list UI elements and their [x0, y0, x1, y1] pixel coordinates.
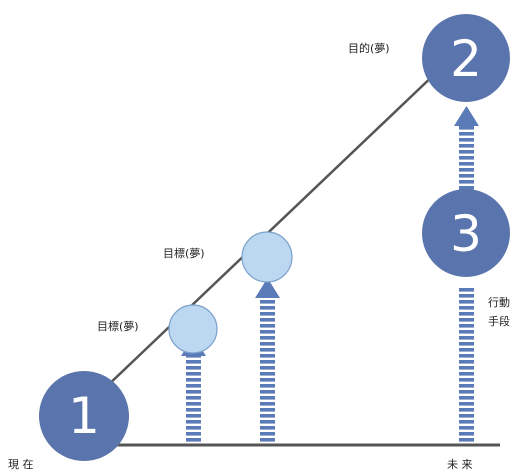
purpose-number: 2: [450, 30, 482, 88]
start-node: 1: [39, 371, 129, 461]
goal2-label: 目標(夢): [163, 246, 205, 260]
start-number: 1: [68, 387, 100, 445]
goal1-circle: [168, 304, 218, 354]
goal1-label: 目標(夢): [97, 319, 139, 333]
action-node: 3: [422, 189, 510, 277]
purpose-label: 目的(夢): [348, 41, 390, 55]
axis-end-label: 未 来: [447, 458, 473, 471]
action-number: 3: [450, 205, 482, 263]
side-label-line1: 行動: [488, 295, 510, 309]
arrow-action-upper: [454, 106, 479, 190]
purpose-node: 2: [422, 14, 510, 102]
arrow-goal2: [255, 278, 280, 444]
goal2-circle: [241, 231, 293, 283]
progress-diagonal-line: [83, 49, 461, 409]
side-label-line2: 手段: [488, 314, 510, 328]
arrow-action-lower: [459, 286, 474, 444]
axis-start-label: 現 在: [8, 458, 34, 471]
